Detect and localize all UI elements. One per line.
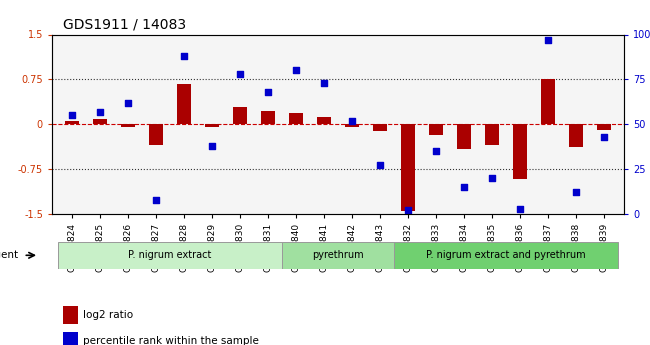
Point xyxy=(571,190,582,195)
Point xyxy=(263,89,273,95)
Point xyxy=(207,143,217,148)
Bar xyxy=(569,124,583,147)
Bar xyxy=(317,117,331,124)
FancyBboxPatch shape xyxy=(394,241,618,269)
Point xyxy=(94,109,105,115)
Bar xyxy=(597,124,612,130)
Bar xyxy=(485,124,499,145)
Bar xyxy=(373,124,387,131)
Point xyxy=(375,163,385,168)
Bar xyxy=(93,119,107,124)
Point xyxy=(347,118,358,124)
Point xyxy=(487,175,497,181)
Point xyxy=(431,148,441,154)
Bar xyxy=(261,111,275,124)
Bar xyxy=(177,83,191,124)
Point xyxy=(151,197,161,202)
Bar xyxy=(429,124,443,135)
Bar xyxy=(149,124,162,145)
Bar xyxy=(64,332,78,345)
Point xyxy=(403,208,413,213)
Text: pyrethrum: pyrethrum xyxy=(312,250,364,260)
Point xyxy=(235,71,245,77)
FancyBboxPatch shape xyxy=(282,241,394,269)
Bar xyxy=(514,124,527,179)
Bar xyxy=(541,79,555,124)
Point xyxy=(66,112,77,118)
Point xyxy=(179,53,189,59)
Text: percentile rank within the sample: percentile rank within the sample xyxy=(83,336,259,345)
FancyBboxPatch shape xyxy=(58,241,282,269)
Text: P. nigrum extract and pyrethrum: P. nigrum extract and pyrethrum xyxy=(426,250,586,260)
Text: P. nigrum extract: P. nigrum extract xyxy=(128,250,211,260)
Point xyxy=(291,68,301,73)
Point xyxy=(459,184,469,190)
Point xyxy=(543,37,554,43)
Bar xyxy=(64,121,79,124)
Point xyxy=(515,206,525,211)
Bar xyxy=(401,124,415,211)
Bar xyxy=(345,124,359,127)
Bar xyxy=(64,306,78,324)
Text: agent: agent xyxy=(0,250,18,260)
Text: GDS1911 / 14083: GDS1911 / 14083 xyxy=(64,18,187,32)
Bar xyxy=(233,107,247,124)
Bar xyxy=(457,124,471,149)
Bar xyxy=(121,124,135,127)
Point xyxy=(318,80,329,86)
Bar xyxy=(289,114,303,124)
Text: log2 ratio: log2 ratio xyxy=(83,310,134,320)
Bar xyxy=(205,124,219,127)
Point xyxy=(122,100,133,106)
Point xyxy=(599,134,610,139)
